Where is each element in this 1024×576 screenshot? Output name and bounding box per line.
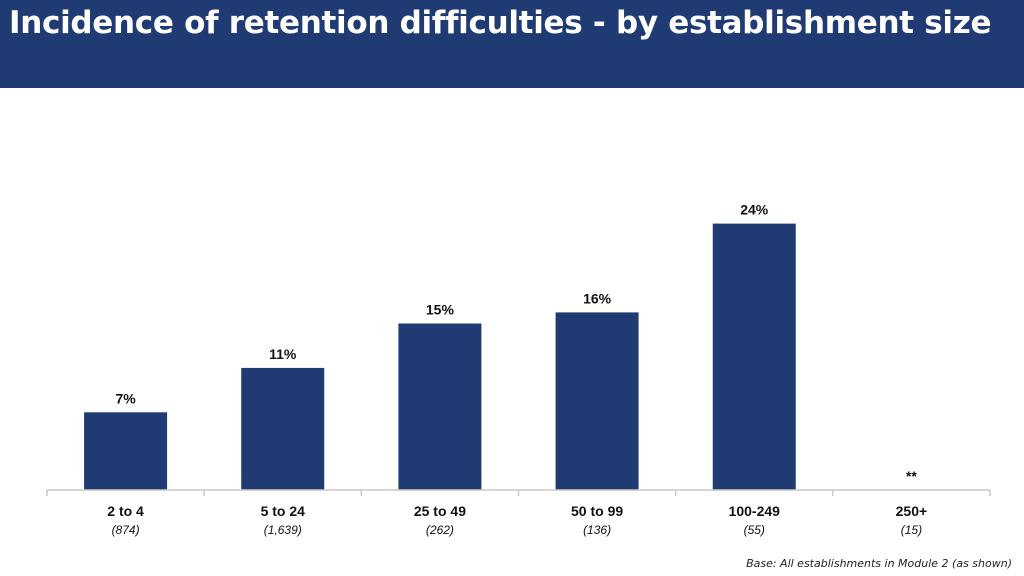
bar-value-label: 7% [115,390,136,406]
x-axis [46,489,991,496]
bar-value-label: 15% [426,302,455,318]
labels-layer: 7% 2 to 4 (874) 11% 5 to 24 (1,639) 15% 25 to 4… [107,202,927,537]
category-label: 2 to 4 [107,503,144,519]
category-base-label: (136) [583,523,611,537]
category-label: 250+ [896,503,928,519]
title-band: Incidence of retention difficulties - by… [0,0,1024,88]
category-label: 5 to 24 [261,503,306,519]
category-base-label: (262) [426,523,454,537]
category-base-label: (1,639) [264,523,302,537]
bar-value-label: 24% [740,202,769,218]
category-label: 50 to 99 [571,503,623,519]
category-base-label: (55) [744,523,765,537]
chart-title: Incidence of retention difficulties - by… [9,5,992,41]
category-base-label: (874) [112,523,140,537]
bar-4 [555,312,639,490]
bar-2 [241,367,325,490]
category-base-label: (15) [901,523,922,537]
base-footnote: Base: All establishments in Module 2 (as… [746,557,1012,570]
bar-value-label: 16% [583,290,612,306]
category-label: 25 to 49 [414,503,466,519]
category-label: 100-249 [729,503,781,519]
bar-5 [712,223,796,490]
bar-1 [84,412,168,490]
bars-layer [84,223,796,490]
bar-3 [398,323,482,490]
bar-value-label: ** [906,468,917,484]
bar-value-label: 11% [269,346,297,362]
